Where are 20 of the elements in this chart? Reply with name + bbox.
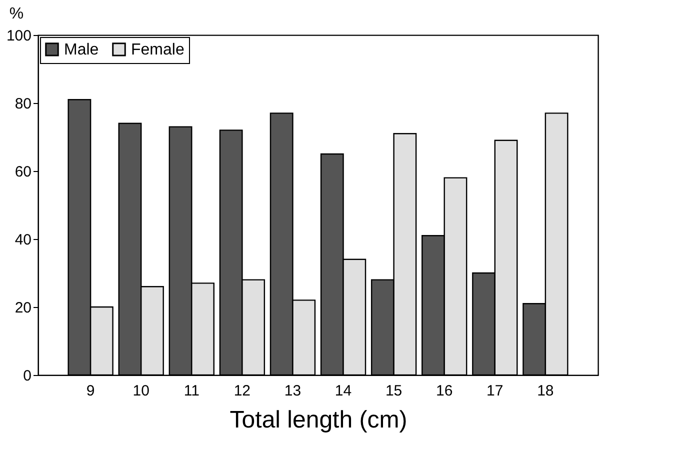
x-tick-label: 14: [334, 382, 352, 400]
y-tick-label: 80: [14, 96, 32, 112]
x-tick-label: 13: [284, 382, 302, 400]
y-tick-label: 20: [14, 300, 32, 316]
y-tick-label: 60: [14, 164, 32, 180]
x-axis-title: Total length (cm): [230, 406, 408, 434]
x-tick-label: 10: [132, 382, 150, 400]
x-tick-label: 9: [86, 382, 95, 400]
legend-label: Female: [131, 41, 184, 58]
y-tick-label: 100: [6, 28, 32, 44]
x-tick-label: 12: [234, 382, 251, 400]
legend-label: Male: [64, 41, 99, 58]
x-tick-label: 16: [436, 382, 453, 400]
y-tick-label: 0: [23, 368, 32, 384]
x-tick-label: 11: [184, 382, 200, 400]
x-tick-label: 18: [537, 382, 554, 400]
x-tick-label: 17: [486, 382, 504, 400]
x-tick-label: 15: [385, 382, 402, 400]
y-tick-label: 40: [14, 232, 32, 248]
y-axis-title: %: [9, 6, 24, 22]
